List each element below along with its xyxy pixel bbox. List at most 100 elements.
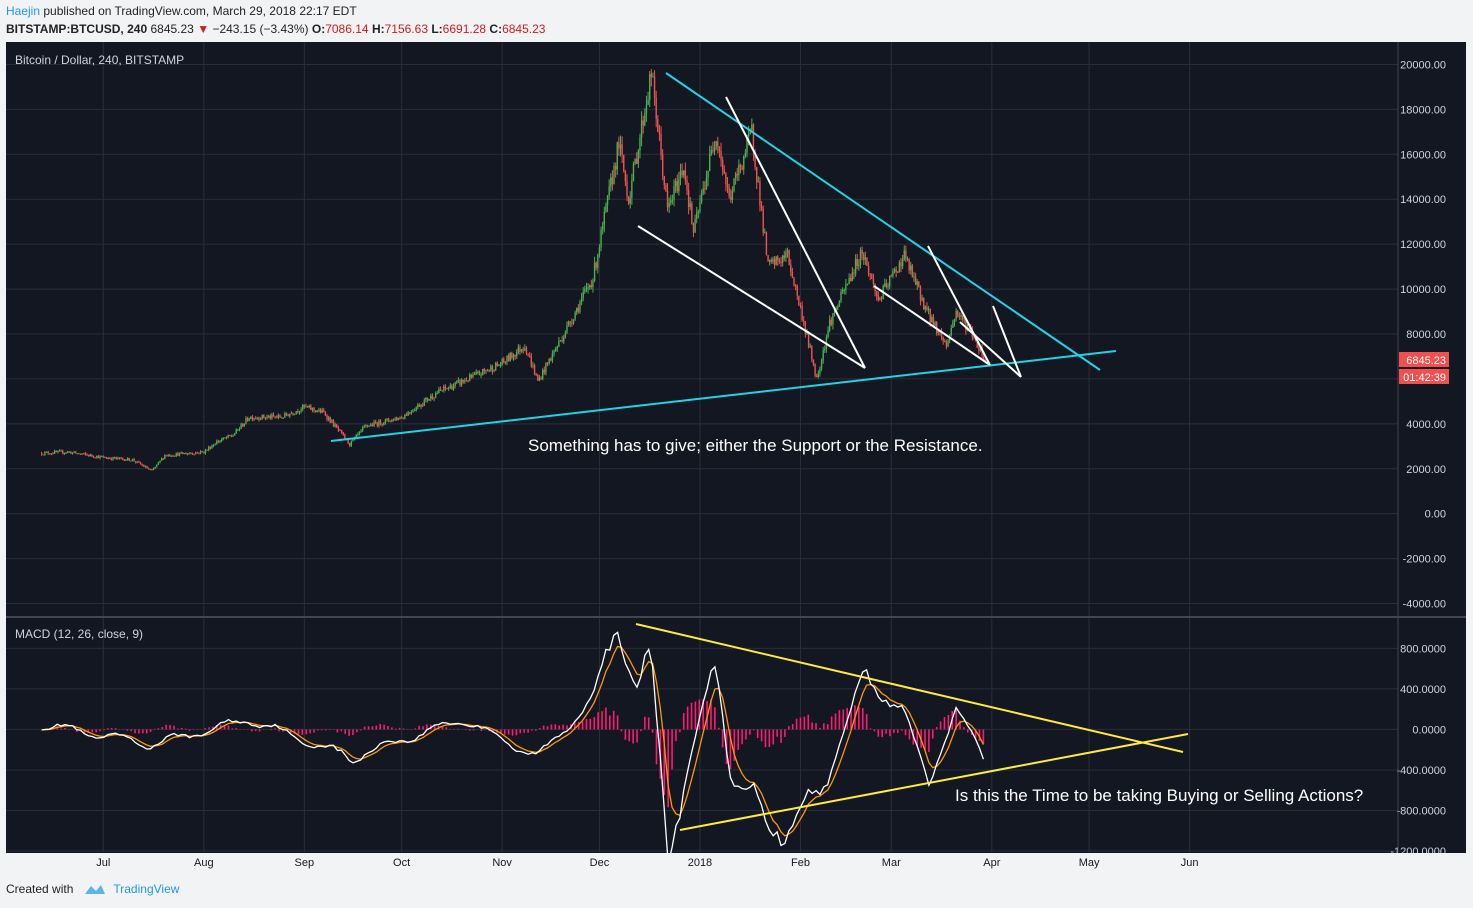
- macd-histogram-bar: [714, 707, 716, 730]
- macd-histogram-bar: [305, 729, 308, 735]
- candle-body: [509, 352, 511, 361]
- white-trendline-2[interactable]: [637, 225, 866, 369]
- candle-body: [561, 340, 563, 342]
- white-trendline-1[interactable]: [725, 96, 866, 369]
- candle-body: [653, 76, 656, 98]
- candle-body: [62, 450, 64, 454]
- axes: 20000.00 18000.00 16000.00 14000.00 12000.00…: [6, 42, 1466, 875]
- tradingview-link[interactable]: TradingView: [113, 882, 180, 896]
- candle-body: [225, 437, 228, 439]
- macd-histogram-bar: [967, 729, 969, 733]
- candle-body: [264, 417, 267, 419]
- candle-body: [183, 453, 186, 455]
- candle-body: [362, 427, 364, 431]
- candle-body: [423, 400, 426, 406]
- support-trendline[interactable]: [330, 350, 1117, 442]
- candle-body: [558, 340, 560, 347]
- candle-body: [460, 379, 463, 385]
- candle-body: [157, 462, 160, 465]
- candle-body: [493, 370, 495, 372]
- candle-body: [832, 313, 834, 325]
- candle-body: [407, 412, 409, 416]
- candle-body: [365, 424, 367, 427]
- footer: Created with TradingView: [6, 882, 179, 896]
- candle-body: [540, 377, 542, 379]
- macd-histogram-bar: [760, 729, 763, 742]
- candle-body: [817, 373, 820, 377]
- macd-histogram-bar: [282, 729, 284, 732]
- candle-body: [702, 188, 704, 193]
- candle-body: [623, 154, 625, 172]
- price-annotation[interactable]: Something has to give; either the Suppor…: [528, 436, 983, 455]
- macd-histogram-bar: [581, 721, 584, 730]
- macd-histogram-bar: [110, 728, 113, 730]
- candle-body: [334, 424, 336, 427]
- candle-body: [198, 452, 200, 454]
- candle-body: [277, 415, 280, 418]
- candle-body: [342, 432, 344, 435]
- white-trendline-3[interactable]: [927, 245, 991, 366]
- candle-body: [715, 141, 717, 148]
- candle-body: [52, 453, 54, 455]
- candle-body: [713, 147, 716, 152]
- last-price-badge-text: 6845.23: [1406, 355, 1446, 367]
- candle-body: [70, 451, 72, 454]
- candle-body: [574, 312, 576, 320]
- macd-histogram-bar: [184, 728, 187, 730]
- macd-histogram-bar: [861, 708, 864, 730]
- macd-histogram-bar: [632, 729, 634, 744]
- macd-histogram-bar: [519, 729, 522, 734]
- candle-body: [177, 453, 179, 456]
- candle-body: [961, 315, 964, 320]
- candle-body: [517, 347, 520, 352]
- candle-body: [859, 249, 862, 265]
- candle-body: [691, 203, 693, 225]
- macd-histogram-bar: [717, 727, 720, 730]
- candle-body: [598, 247, 601, 255]
- candle-body: [203, 451, 205, 454]
- candle-body: [618, 142, 620, 149]
- candle-body: [94, 457, 96, 459]
- candle-body: [911, 265, 914, 278]
- candle-body: [292, 413, 294, 415]
- macd-resistance-trendline[interactable]: [635, 623, 1184, 753]
- white-trendline-4[interactable]: [873, 285, 991, 366]
- candle-body: [788, 250, 790, 265]
- macd-histogram-bar: [908, 729, 911, 740]
- macd-histogram-bar: [636, 729, 638, 743]
- symbol-info: BITSTAMP:BTCUSD, 240 6845.23 ▼ −243.15 (…: [6, 22, 545, 36]
- last-price: 6845.23: [150, 22, 194, 36]
- macd-histogram-bar: [274, 728, 276, 730]
- macd-histogram-bar: [457, 728, 459, 730]
- candle-body: [327, 417, 330, 420]
- candle-body: [269, 416, 271, 419]
- candle-body: [645, 104, 648, 114]
- candle-body: [465, 380, 468, 382]
- macd-histogram-bar: [819, 727, 821, 730]
- candle-body: [280, 417, 283, 419]
- candle-body: [639, 137, 641, 151]
- publish-text: published on TradingView.com, March 29, …: [43, 4, 357, 18]
- x-tick-label: Apr: [983, 857, 1000, 869]
- candle-body: [861, 249, 863, 255]
- candle-body: [863, 254, 865, 260]
- candle-body: [251, 416, 254, 420]
- macd-histogram-bar: [807, 714, 810, 730]
- author-link[interactable]: Haejin: [6, 4, 41, 18]
- macd-histogram-bar: [558, 725, 561, 730]
- white-trendline-5[interactable]: [992, 305, 1022, 378]
- candle-body: [838, 301, 841, 307]
- white-trendline-6[interactable]: [959, 321, 1022, 378]
- candle-body: [256, 417, 259, 419]
- macd-support-trendline[interactable]: [679, 733, 1189, 831]
- candle-body: [321, 410, 323, 413]
- macd-histogram-bar: [663, 729, 666, 796]
- macd-annotation[interactable]: Is this the Time to be taking Buying or …: [955, 786, 1363, 805]
- macd-y-tick-label: 800.0000: [1400, 643, 1446, 655]
- macd-histogram-bar: [900, 729, 903, 731]
- macd-histogram-bar: [352, 729, 354, 736]
- candle-body: [924, 306, 927, 310]
- candle-body: [164, 455, 166, 459]
- candle-body: [267, 416, 270, 418]
